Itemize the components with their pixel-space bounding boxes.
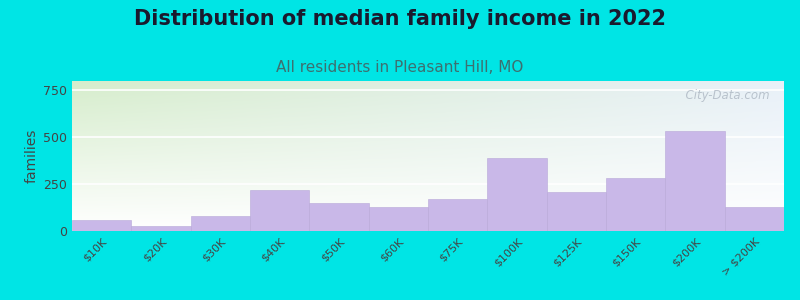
Bar (666, 131, 725, 231)
Bar (487, 158, 546, 231)
Y-axis label: families: families (25, 129, 39, 183)
Bar (250, 190, 310, 231)
Bar (72, 220, 131, 231)
Bar (369, 207, 428, 231)
Bar (310, 203, 369, 231)
Text: Distribution of median family income in 2022: Distribution of median family income in … (134, 9, 666, 29)
Bar (190, 216, 250, 231)
Text: All residents in Pleasant Hill, MO: All residents in Pleasant Hill, MO (276, 60, 524, 75)
Bar (131, 226, 190, 231)
Bar (725, 207, 784, 231)
Text: City-Data.com: City-Data.com (678, 88, 770, 101)
Bar (546, 192, 606, 231)
Bar (606, 178, 666, 231)
Bar (428, 199, 487, 231)
